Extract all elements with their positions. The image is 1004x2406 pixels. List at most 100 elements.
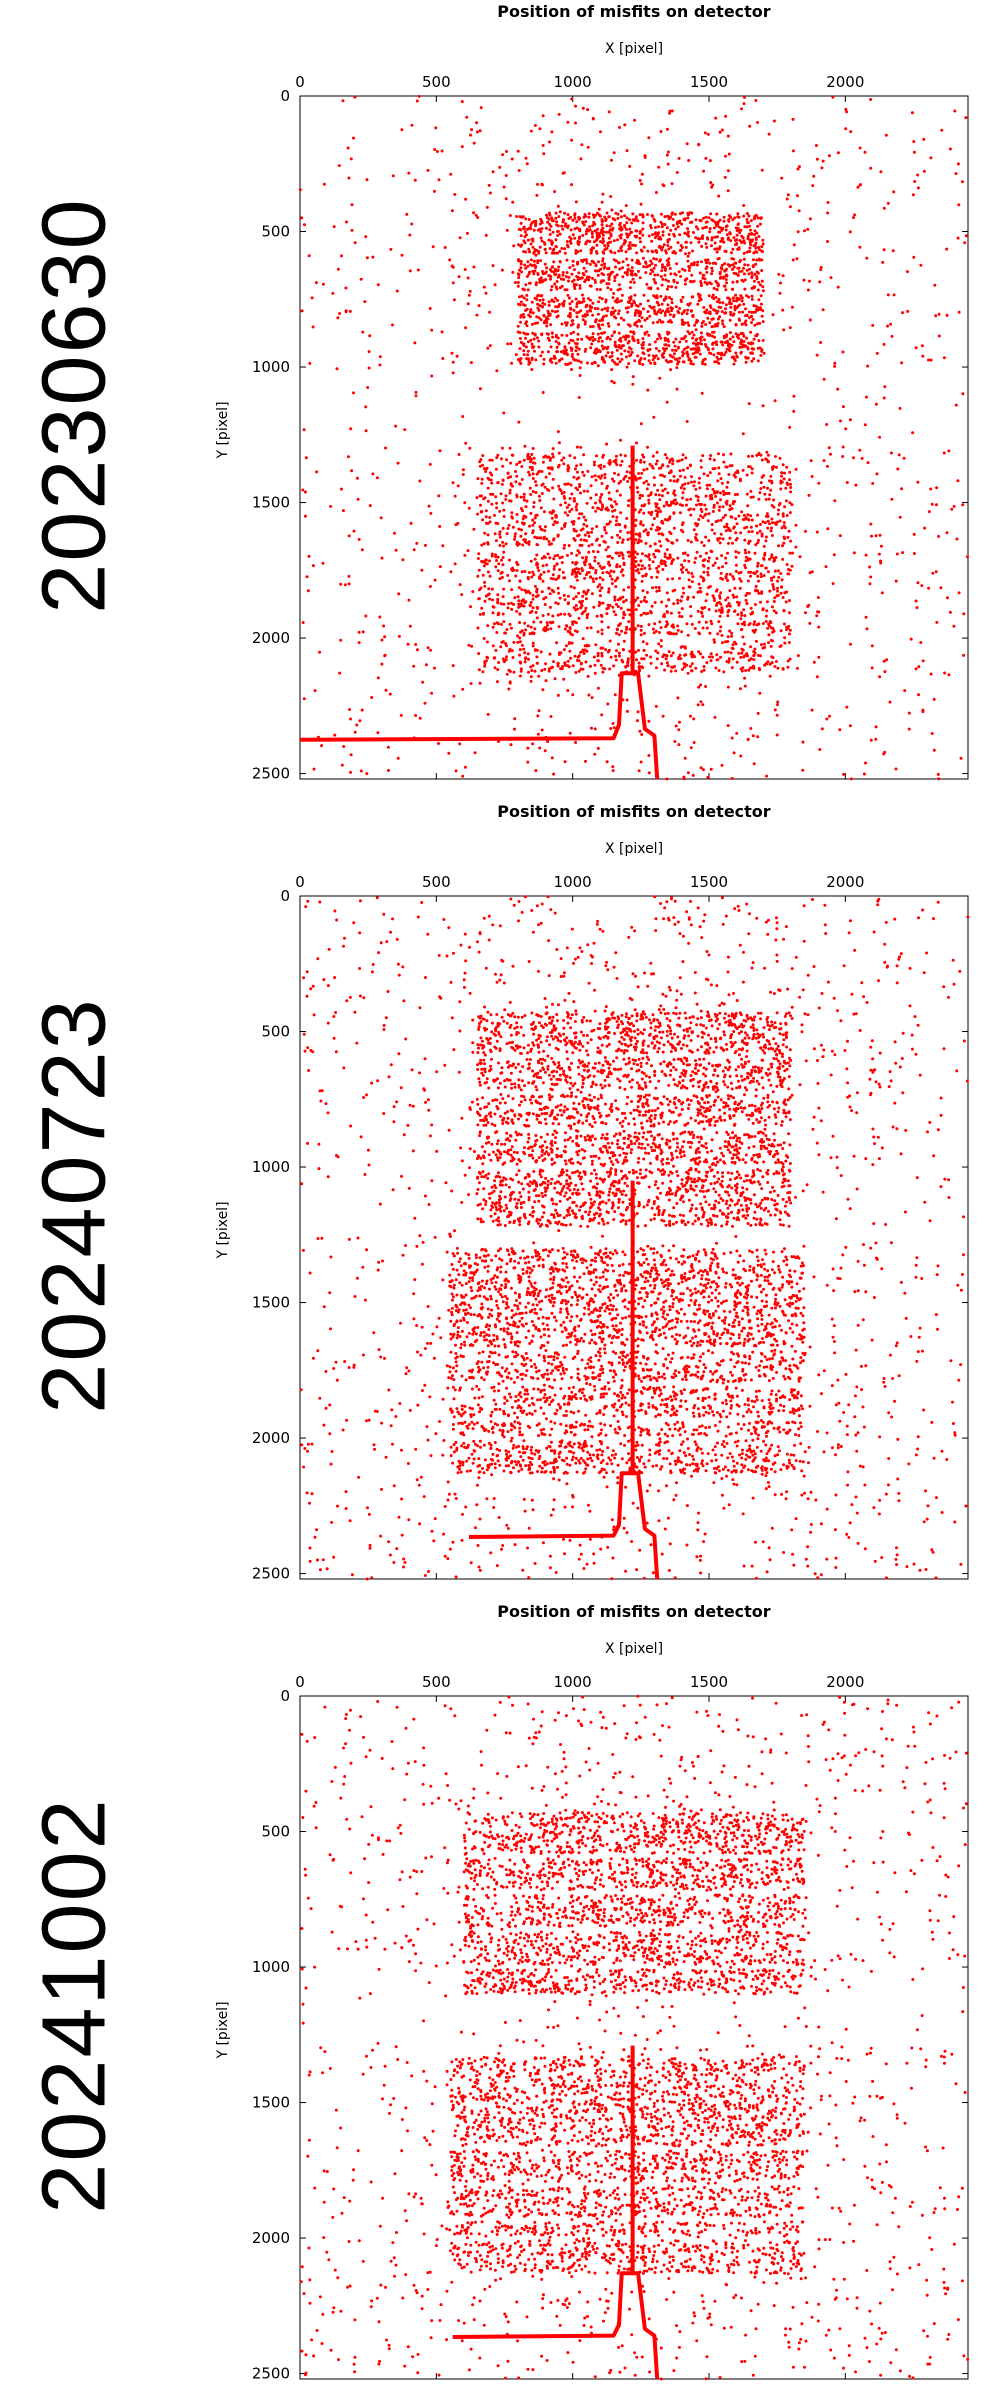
data-point: [627, 550, 631, 554]
data-point: [715, 491, 719, 494]
data-point: [826, 527, 830, 531]
data-point: [659, 510, 663, 513]
data-point: [484, 291, 488, 295]
data-point: [785, 465, 789, 469]
data-point: [550, 331, 554, 335]
data-point: [609, 727, 613, 730]
data-point: [435, 150, 439, 153]
data-point: [733, 493, 737, 497]
data-point: [376, 676, 380, 680]
data-point: [542, 314, 546, 318]
data-point: [721, 641, 724, 645]
data-point: [353, 241, 357, 245]
data-point: [518, 674, 522, 678]
data-point: [641, 363, 645, 366]
data-point: [574, 349, 578, 353]
data-point: [717, 466, 721, 470]
data-point: [882, 206, 886, 210]
data-point: [819, 265, 823, 269]
data-point: [518, 612, 522, 616]
data-point: [638, 236, 642, 240]
data-point: [526, 238, 530, 242]
data-point: [570, 492, 574, 496]
data-point: [963, 241, 967, 245]
data-point: [734, 555, 738, 559]
data-point: [589, 626, 593, 630]
data-point: [620, 293, 624, 297]
data-point: [707, 512, 711, 516]
data-point: [524, 345, 528, 349]
data-point: [535, 513, 539, 517]
data-point: [735, 238, 739, 242]
data-point: [707, 216, 711, 220]
data-point: [683, 559, 687, 563]
data-point: [558, 653, 561, 656]
data-point: [730, 515, 734, 519]
y-tick-label: 2000: [252, 629, 290, 647]
data-point: [760, 532, 764, 536]
data-point: [681, 491, 685, 495]
data-point: [701, 276, 705, 280]
data-point: [521, 509, 524, 513]
data-point: [563, 661, 567, 665]
data-point: [770, 661, 774, 665]
data-point: [350, 203, 354, 207]
data-point: [667, 237, 671, 241]
data-point: [482, 637, 486, 640]
data-point: [414, 394, 418, 398]
data-point: [531, 331, 535, 335]
data-point: [596, 227, 599, 231]
data-point: [528, 603, 532, 607]
data-point: [663, 555, 667, 559]
data-point: [792, 409, 796, 413]
data-point: [466, 302, 470, 306]
data-point: [547, 586, 551, 590]
data-point: [755, 277, 759, 281]
data-point: [900, 487, 904, 491]
data-point: [516, 272, 520, 276]
data-point: [579, 528, 583, 532]
data-point: [481, 463, 485, 467]
data-point: [649, 610, 652, 613]
data-point: [562, 677, 566, 681]
data-point: [545, 213, 548, 217]
data-point: [577, 551, 581, 555]
data-point: [594, 501, 597, 505]
data-point: [465, 231, 469, 235]
data-point: [642, 468, 646, 472]
data-point: [687, 559, 691, 563]
data-point: [640, 182, 643, 186]
data-point: [572, 606, 576, 610]
data-point: [472, 211, 476, 215]
data-point: [733, 304, 737, 308]
data-point: [476, 626, 480, 630]
data-point: [611, 306, 615, 310]
data-point: [694, 537, 698, 541]
data-point: [638, 319, 642, 323]
data-point: [605, 760, 609, 764]
data-point: [540, 492, 544, 495]
data-point: [371, 255, 375, 259]
data-point: [730, 355, 734, 359]
data-point: [711, 317, 715, 321]
data-point: [563, 247, 567, 251]
data-point: [742, 257, 746, 261]
data-point: [607, 110, 611, 114]
data-point: [496, 593, 500, 597]
data-point: [740, 331, 744, 335]
data-point: [683, 218, 687, 222]
data-point: [531, 570, 535, 574]
data-point: [690, 655, 694, 659]
data-point: [500, 640, 504, 644]
data-point: [637, 540, 641, 544]
data-point: [548, 620, 552, 624]
data-point: [817, 625, 821, 629]
data-point: [747, 310, 751, 314]
data-point: [348, 309, 352, 313]
data-point: [736, 274, 740, 277]
data-point: [634, 569, 638, 573]
data-point: [660, 225, 664, 229]
data-point: [722, 353, 726, 357]
data-point: [532, 228, 536, 232]
data-point: [812, 660, 816, 664]
